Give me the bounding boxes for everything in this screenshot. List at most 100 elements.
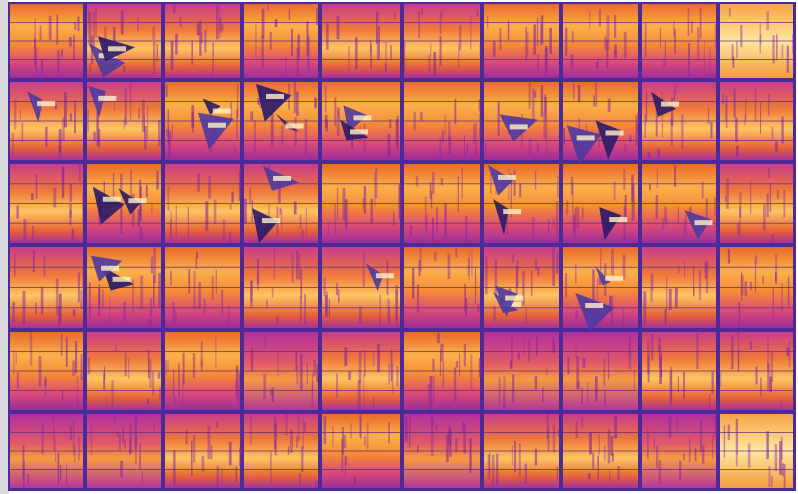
streak [547, 426, 550, 452]
streak [32, 225, 34, 242]
streak [623, 31, 627, 59]
streak [384, 63, 387, 73]
streak [323, 416, 327, 445]
streak [732, 56, 735, 68]
streak [269, 389, 273, 396]
streak [175, 205, 177, 239]
streak [299, 353, 303, 391]
streak [740, 275, 744, 296]
streak [87, 8, 89, 22]
streak [792, 454, 796, 475]
streak [749, 281, 752, 291]
streak [692, 266, 695, 297]
streak [518, 443, 521, 477]
streak [611, 453, 614, 462]
streak [588, 432, 592, 455]
streak [659, 351, 663, 377]
streak [733, 88, 736, 118]
cell [322, 414, 400, 488]
streak [93, 131, 96, 142]
streak [565, 200, 569, 215]
streak [575, 310, 578, 319]
streak [430, 414, 434, 427]
streak [582, 357, 586, 368]
streak [172, 301, 175, 324]
streak [425, 214, 428, 235]
streak [714, 23, 717, 49]
streak [664, 206, 667, 222]
cell [484, 332, 559, 410]
streak [575, 421, 578, 438]
streak [35, 302, 37, 315]
cell [10, 164, 84, 243]
streak [487, 454, 490, 480]
streak [141, 470, 143, 484]
streak [96, 111, 99, 146]
streak [44, 376, 46, 398]
streak [303, 421, 307, 433]
streak [300, 268, 303, 299]
streak [61, 390, 64, 401]
streak [430, 421, 434, 457]
streak [334, 97, 337, 127]
streak [691, 20, 693, 34]
streak [722, 94, 724, 104]
streak [358, 351, 362, 384]
streak [670, 97, 674, 126]
streak [244, 198, 247, 224]
bright-spot [212, 108, 231, 114]
streak [528, 138, 532, 154]
cell [87, 164, 161, 243]
streak [770, 352, 774, 382]
streak [71, 228, 75, 241]
crack-dark-area [252, 208, 279, 244]
streak [58, 146, 62, 158]
streak [595, 82, 598, 107]
streak [470, 354, 473, 391]
streak [348, 371, 351, 381]
streak [23, 461, 25, 488]
streak [291, 253, 294, 283]
streak [221, 468, 223, 485]
streak [669, 370, 673, 406]
streak [304, 119, 308, 154]
streak [201, 455, 205, 473]
streak [19, 109, 21, 120]
streak [622, 308, 625, 325]
streak [673, 165, 677, 188]
streak [170, 219, 172, 241]
cell [322, 247, 400, 328]
streak [263, 373, 267, 400]
streak [613, 15, 617, 38]
streak [766, 193, 769, 218]
cell [244, 164, 318, 244]
streak [463, 424, 467, 454]
streak [592, 452, 595, 470]
streak [80, 290, 83, 309]
streak [56, 50, 60, 74]
bright-spot [505, 295, 524, 301]
streak [132, 279, 134, 314]
cell [484, 164, 559, 243]
streak [293, 201, 297, 215]
cell [404, 414, 480, 488]
streak [636, 124, 639, 134]
streak [609, 470, 611, 482]
streak [170, 41, 174, 71]
streak [57, 452, 60, 485]
streak [213, 199, 217, 225]
streak [576, 206, 580, 229]
streak [503, 376, 506, 410]
streak [447, 253, 451, 280]
cell [87, 332, 162, 410]
streak [514, 440, 517, 473]
streak [16, 205, 19, 219]
streak [598, 131, 601, 148]
streak [221, 289, 224, 315]
streak [227, 305, 230, 327]
streak [69, 425, 73, 441]
streak [536, 17, 539, 47]
streak [35, 48, 38, 75]
streak [129, 84, 132, 120]
streak [581, 388, 584, 405]
